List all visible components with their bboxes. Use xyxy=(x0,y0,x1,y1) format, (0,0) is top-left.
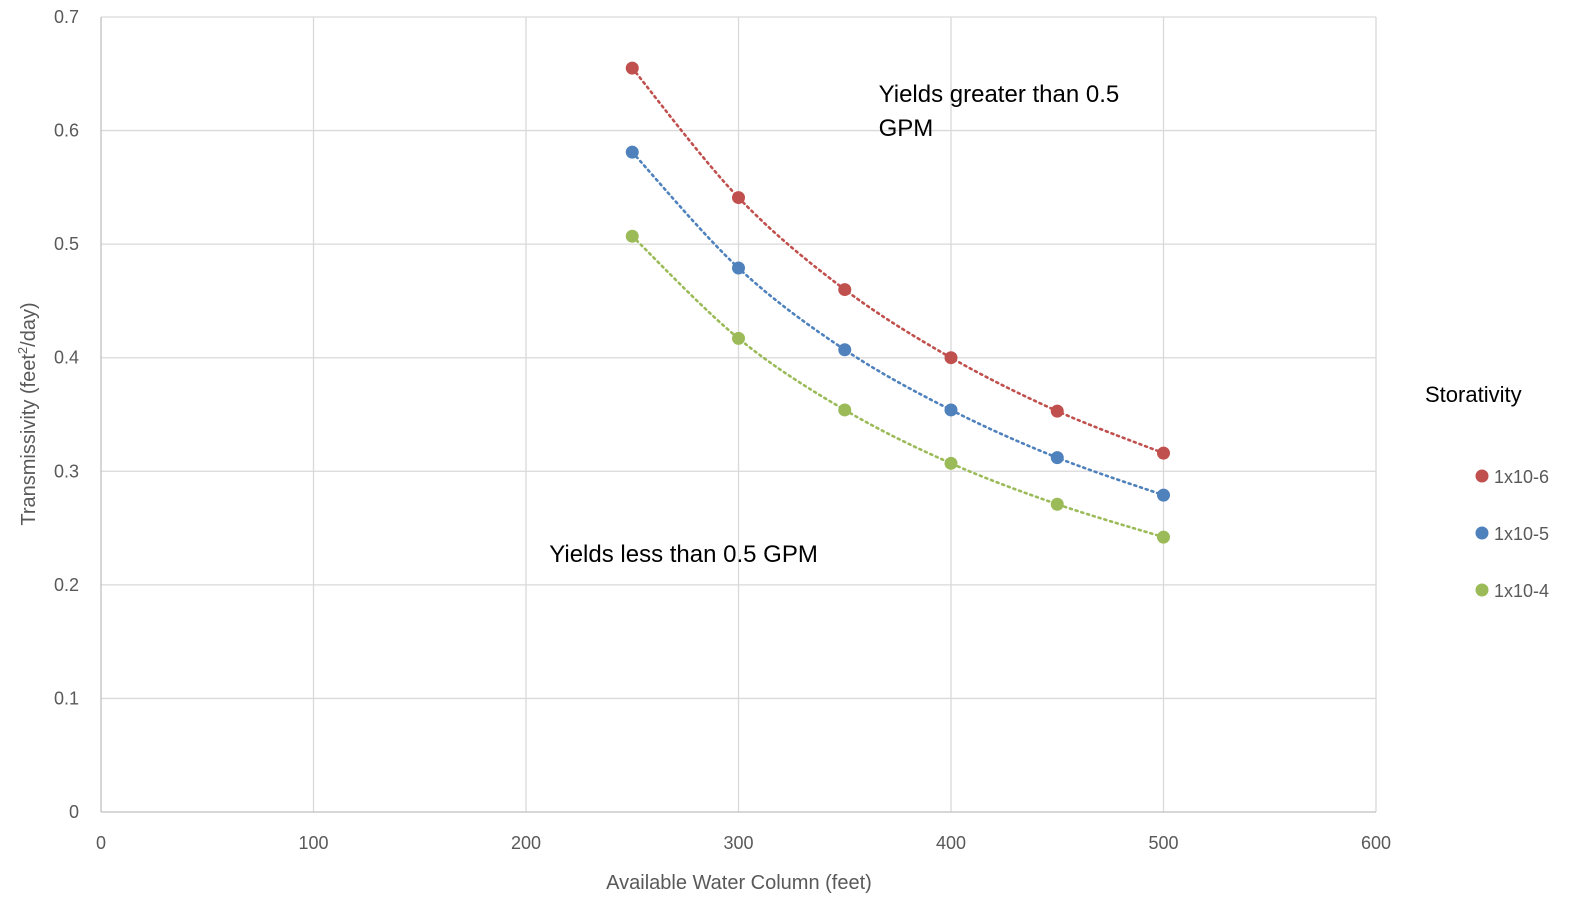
x-tick-label: 300 xyxy=(723,833,753,853)
y-tick-label: 0.3 xyxy=(54,461,79,481)
trendline-series-2 xyxy=(630,150,1165,497)
data-point-series-2 xyxy=(944,403,958,417)
annotation-text: Yields less than 0.5 GPM xyxy=(549,541,818,568)
annotation-line: Yields greater than 0.5 xyxy=(879,81,1120,108)
x-tick-label: 200 xyxy=(511,833,541,853)
legend-label: 1x10-5 xyxy=(1494,524,1549,544)
data-points xyxy=(625,61,1170,544)
data-point-series-2 xyxy=(838,343,852,357)
data-point-series-2 xyxy=(1157,488,1170,502)
data-point-series-1 xyxy=(838,283,852,297)
x-tick-label: 600 xyxy=(1361,833,1391,853)
y-tick-label: 0.7 xyxy=(54,7,79,27)
data-point-series-1 xyxy=(1157,446,1170,460)
annotation-text: Yields greater than 0.5 GPM xyxy=(879,81,1120,142)
data-point-series-1 xyxy=(732,191,745,205)
legend-label: 1x10-4 xyxy=(1494,581,1549,601)
y-tick-label: 0 xyxy=(69,802,79,822)
y-tick-label: 0.1 xyxy=(54,688,79,708)
x-tick-label: 500 xyxy=(1148,833,1178,853)
annotation-line: Yields less than 0.5 GPM xyxy=(549,541,818,568)
data-point-series-3 xyxy=(838,403,852,417)
data-point-series-3 xyxy=(944,456,958,470)
gridlines xyxy=(101,16,1377,812)
legend-marker xyxy=(1475,583,1489,597)
data-point-series-3 xyxy=(1157,530,1170,544)
data-point-series-3 xyxy=(732,331,745,345)
data-point-series-2 xyxy=(625,145,639,159)
data-point-series-3 xyxy=(625,229,639,243)
axes xyxy=(100,17,1376,813)
data-point-series-2 xyxy=(1050,451,1064,465)
y-axis-title-tail: /day) xyxy=(18,302,40,346)
legend-marker xyxy=(1475,469,1489,483)
legend-title: Storativity xyxy=(1425,382,1522,407)
data-point-series-1 xyxy=(1050,404,1064,418)
x-tick-label: 0 xyxy=(96,833,106,853)
data-point-series-3 xyxy=(1050,497,1064,511)
x-tick-label: 100 xyxy=(298,833,328,853)
data-point-series-1 xyxy=(944,351,958,365)
legend-label: 1x10-6 xyxy=(1494,467,1549,487)
y-axis-title-superscript: 2 xyxy=(15,347,30,354)
y-tick-label: 0.6 xyxy=(54,121,79,141)
annotation-line: GPM xyxy=(879,115,934,142)
annotations: Yields greater than 0.5 GPM Yields less th… xyxy=(549,81,1119,568)
y-axis-title-main: Transmissivity (feet xyxy=(18,354,40,526)
x-tick-label: 400 xyxy=(936,833,966,853)
x-axis-title: Available Water Column (feet) xyxy=(606,872,872,894)
y-tick-label: 0.5 xyxy=(54,234,79,254)
tick-labels: 0 100 200 300 400 500 600 0 0.1 0.2 0.3 0.4 0.5 0.6 0.… xyxy=(54,7,1391,853)
trendline-series-3 xyxy=(630,234,1165,539)
data-point-series-2 xyxy=(732,261,745,275)
y-axis-title: Transmissivity (feet2/day) xyxy=(15,302,40,525)
y-tick-label: 0.4 xyxy=(54,348,79,368)
legend-marker xyxy=(1475,526,1489,540)
legend: Storativity 1x10-6 1x10-5 1x10-4 xyxy=(1425,382,1549,601)
data-point-series-1 xyxy=(625,61,639,75)
y-tick-label: 0.2 xyxy=(54,575,79,595)
